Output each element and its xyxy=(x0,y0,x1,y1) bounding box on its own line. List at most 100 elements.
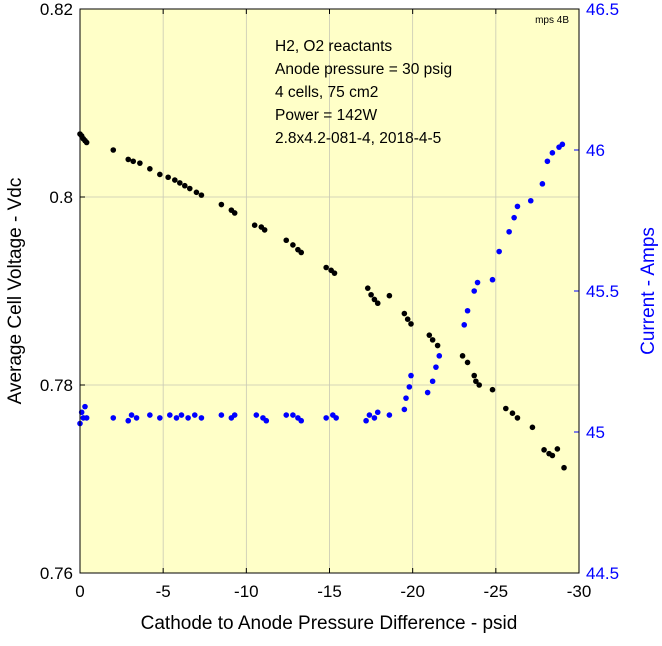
y-axis-label-left: Average Cell Voltage - Vdc xyxy=(5,178,26,405)
voltage-point xyxy=(509,410,516,417)
grid xyxy=(80,9,579,573)
current-point xyxy=(263,417,270,424)
voltage-point xyxy=(137,160,143,166)
current-point xyxy=(231,412,238,418)
current-point xyxy=(157,415,163,421)
current-point xyxy=(506,228,512,235)
current-point xyxy=(403,395,409,401)
plot-frame xyxy=(79,8,580,574)
x-tick-label: -20 xyxy=(400,582,425,601)
voltage-point xyxy=(561,464,567,471)
x-tick-label: -5 xyxy=(156,582,171,601)
voltage-point xyxy=(323,264,329,271)
current-point xyxy=(464,307,471,314)
voltage-point xyxy=(503,405,509,412)
current-point xyxy=(191,412,198,418)
current-point xyxy=(366,412,373,418)
voltage-point xyxy=(459,353,466,359)
x-tick-label: -10 xyxy=(234,582,259,601)
y-tick-label-right: 44.5 xyxy=(586,564,619,583)
voltage-point xyxy=(177,180,183,186)
current-point xyxy=(198,415,205,421)
annotation-line: Anode pressure = 30 psig xyxy=(275,61,452,78)
voltage-point xyxy=(426,332,433,338)
current-point xyxy=(424,389,431,396)
current-point xyxy=(147,412,153,418)
voltage-point xyxy=(464,359,471,366)
voltage-point xyxy=(147,166,153,172)
current-point xyxy=(406,384,413,390)
y-tick-label-right: 45.5 xyxy=(586,282,619,301)
y-tick-label-right: 46.5 xyxy=(586,0,619,19)
y-tick-label-left: 0.78 xyxy=(40,376,73,395)
current-point xyxy=(436,353,443,359)
annotation-block: H2, O2 reactants Anode pressure = 30 psi… xyxy=(275,38,452,147)
current-point xyxy=(496,248,502,255)
current-point xyxy=(178,412,185,418)
x-tick-label: -15 xyxy=(317,582,342,601)
annotation-line: Power = 142W xyxy=(275,107,377,124)
y-tick-label-left: 0.76 xyxy=(40,564,73,583)
voltage-point xyxy=(404,316,411,323)
current-point xyxy=(461,322,468,328)
current-point xyxy=(253,412,260,418)
current-point xyxy=(218,412,225,418)
voltage-point xyxy=(218,201,225,208)
current-point xyxy=(371,415,378,421)
y-axis-label-right: Current - Amps xyxy=(638,227,659,355)
voltage-point xyxy=(529,424,536,431)
voltage-point xyxy=(283,237,290,244)
current-point xyxy=(167,412,173,418)
annotation-line: H2, O2 reactants xyxy=(275,38,392,55)
corner-tag: mps 4B xyxy=(535,15,569,26)
voltage-point xyxy=(186,185,193,192)
voltage-point xyxy=(172,177,178,183)
current-point xyxy=(511,214,517,221)
current-point xyxy=(429,378,436,385)
current-point xyxy=(290,412,296,418)
voltage-point xyxy=(541,447,547,453)
current-point xyxy=(185,415,191,421)
y-tick-label-right: 45 xyxy=(586,423,605,442)
voltage-point xyxy=(251,222,258,228)
current-point xyxy=(125,417,132,424)
voltage-point xyxy=(181,182,188,189)
current-point xyxy=(173,415,180,421)
voltage-point xyxy=(261,227,268,233)
current-point xyxy=(514,203,521,210)
current-point xyxy=(474,279,481,286)
current-point xyxy=(333,415,339,421)
voltage-point xyxy=(165,174,171,181)
current-point xyxy=(408,372,414,379)
voltage-point xyxy=(371,296,378,303)
x-axis-label: Cathode to Anode Pressure Difference - p… xyxy=(141,613,518,634)
y-tick-label-left: 0.82 xyxy=(40,0,73,19)
voltage-point xyxy=(193,189,200,196)
x-tick-label: -30 xyxy=(567,582,592,601)
voltage-point xyxy=(476,382,483,388)
current-point xyxy=(133,415,140,421)
voltage-point xyxy=(110,147,117,153)
current-point xyxy=(433,364,439,370)
voltage-point xyxy=(429,337,436,343)
current-point xyxy=(128,412,135,418)
annotation-line: 4 cells, 75 cm2 xyxy=(275,84,378,101)
voltage-point xyxy=(489,386,496,393)
current-point xyxy=(110,415,117,421)
current-point xyxy=(363,417,369,424)
voltage-point xyxy=(471,372,478,379)
current-point xyxy=(401,406,408,413)
current-point xyxy=(527,197,534,204)
current-point xyxy=(471,288,478,294)
current-point xyxy=(386,412,393,418)
voltage-point xyxy=(473,378,479,385)
current-point xyxy=(82,403,88,410)
axis-ticks: 0 -5 -10 -15 -20 -25 -30 0.76 0.78 0.8 0.82 44.5 45 4… xyxy=(40,0,619,601)
voltage-point xyxy=(130,158,137,165)
voltage-point xyxy=(554,446,561,452)
voltage-point xyxy=(231,210,238,216)
current-point xyxy=(559,141,566,148)
voltage-point xyxy=(125,156,132,163)
current-point xyxy=(283,412,290,418)
